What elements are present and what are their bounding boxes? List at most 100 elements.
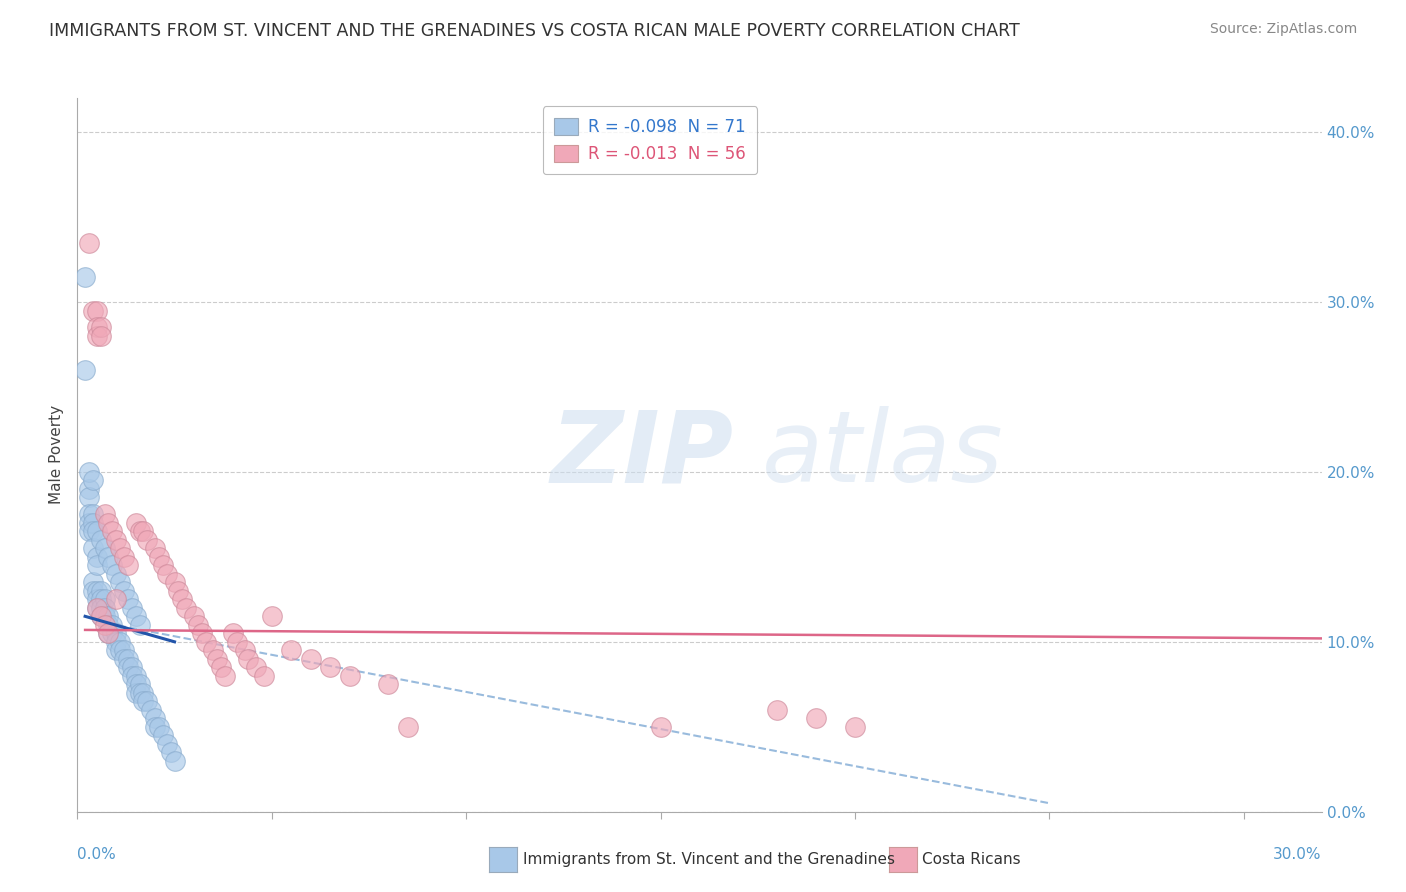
Point [804, 711, 827, 725]
Point [377, 677, 399, 691]
Point [766, 703, 789, 717]
Point [93, 617, 115, 632]
Point [299, 652, 322, 666]
Point [124, 609, 146, 624]
Point [77, 482, 100, 496]
Point [105, 566, 128, 581]
Text: IMMIGRANTS FROM ST. VINCENT AND THE GRENADINES VS COSTA RICAN MALE POVERTY CORRE: IMMIGRANTS FROM ST. VINCENT AND THE GREN… [49, 22, 1019, 40]
Point [101, 524, 124, 539]
Point [156, 566, 179, 581]
Text: 0.0%: 0.0% [77, 847, 117, 863]
Point [82, 474, 104, 488]
Point [207, 652, 229, 666]
Point [101, 626, 124, 640]
Point [105, 626, 128, 640]
Point [260, 609, 283, 624]
Point [187, 617, 209, 632]
Point [183, 609, 205, 624]
Point [86, 524, 108, 539]
Point [77, 465, 100, 479]
Point [108, 635, 131, 649]
Point [86, 303, 108, 318]
Point [77, 524, 100, 539]
Point [238, 652, 260, 666]
Point [77, 508, 100, 522]
Point [86, 320, 108, 334]
Point [93, 592, 115, 607]
Point [141, 703, 163, 717]
Point [93, 609, 115, 624]
Point [97, 549, 120, 564]
Point [90, 533, 112, 547]
Text: Immigrants from St. Vincent and the Grenadines: Immigrants from St. Vincent and the Gren… [523, 853, 896, 867]
Point [319, 660, 342, 674]
Point [650, 720, 672, 734]
Point [97, 626, 120, 640]
Point [194, 635, 217, 649]
Point [82, 541, 104, 556]
Point [132, 686, 155, 700]
Point [222, 626, 245, 640]
Point [167, 583, 190, 598]
Point [128, 686, 150, 700]
Point [90, 600, 112, 615]
Point [86, 600, 108, 615]
Point [97, 609, 120, 624]
Point [124, 516, 146, 530]
Point [86, 600, 108, 615]
Point [117, 660, 139, 674]
Point [163, 754, 186, 768]
Point [280, 643, 302, 657]
Point [233, 643, 256, 657]
Point [77, 491, 100, 505]
Point [90, 329, 112, 343]
Point [844, 720, 866, 734]
Point [156, 737, 179, 751]
Text: Costa Ricans: Costa Ricans [922, 853, 1021, 867]
Point [117, 592, 139, 607]
Point [202, 643, 225, 657]
Point [77, 235, 100, 250]
Point [97, 617, 120, 632]
Point [148, 720, 170, 734]
Point [105, 635, 128, 649]
Point [128, 524, 150, 539]
Legend: R = -0.098  N = 71, R = -0.013  N = 56: R = -0.098 N = 71, R = -0.013 N = 56 [543, 106, 756, 175]
Point [82, 303, 104, 318]
Point [90, 583, 112, 598]
Point [97, 516, 120, 530]
Point [143, 711, 166, 725]
Point [132, 694, 155, 708]
Point [93, 508, 115, 522]
Point [225, 635, 247, 649]
Point [75, 363, 97, 377]
Text: ZIP: ZIP [550, 407, 733, 503]
Point [90, 320, 112, 334]
Point [82, 583, 104, 598]
Point [253, 669, 276, 683]
Point [121, 669, 143, 683]
Point [90, 609, 112, 624]
Point [105, 533, 128, 547]
Point [75, 269, 97, 284]
Point [101, 558, 124, 573]
Point [90, 609, 112, 624]
Point [82, 516, 104, 530]
Point [163, 575, 186, 590]
Point [209, 660, 232, 674]
Point [112, 583, 135, 598]
Point [117, 558, 139, 573]
Point [152, 728, 174, 742]
Point [132, 524, 155, 539]
Point [172, 592, 194, 607]
Point [117, 652, 139, 666]
Point [159, 745, 181, 759]
Point [124, 669, 146, 683]
Text: 30.0%: 30.0% [1274, 847, 1322, 863]
Point [121, 660, 143, 674]
Point [396, 720, 419, 734]
Y-axis label: Male Poverty: Male Poverty [49, 405, 65, 505]
Point [101, 617, 124, 632]
Point [124, 686, 146, 700]
Text: Source: ZipAtlas.com: Source: ZipAtlas.com [1209, 22, 1357, 37]
